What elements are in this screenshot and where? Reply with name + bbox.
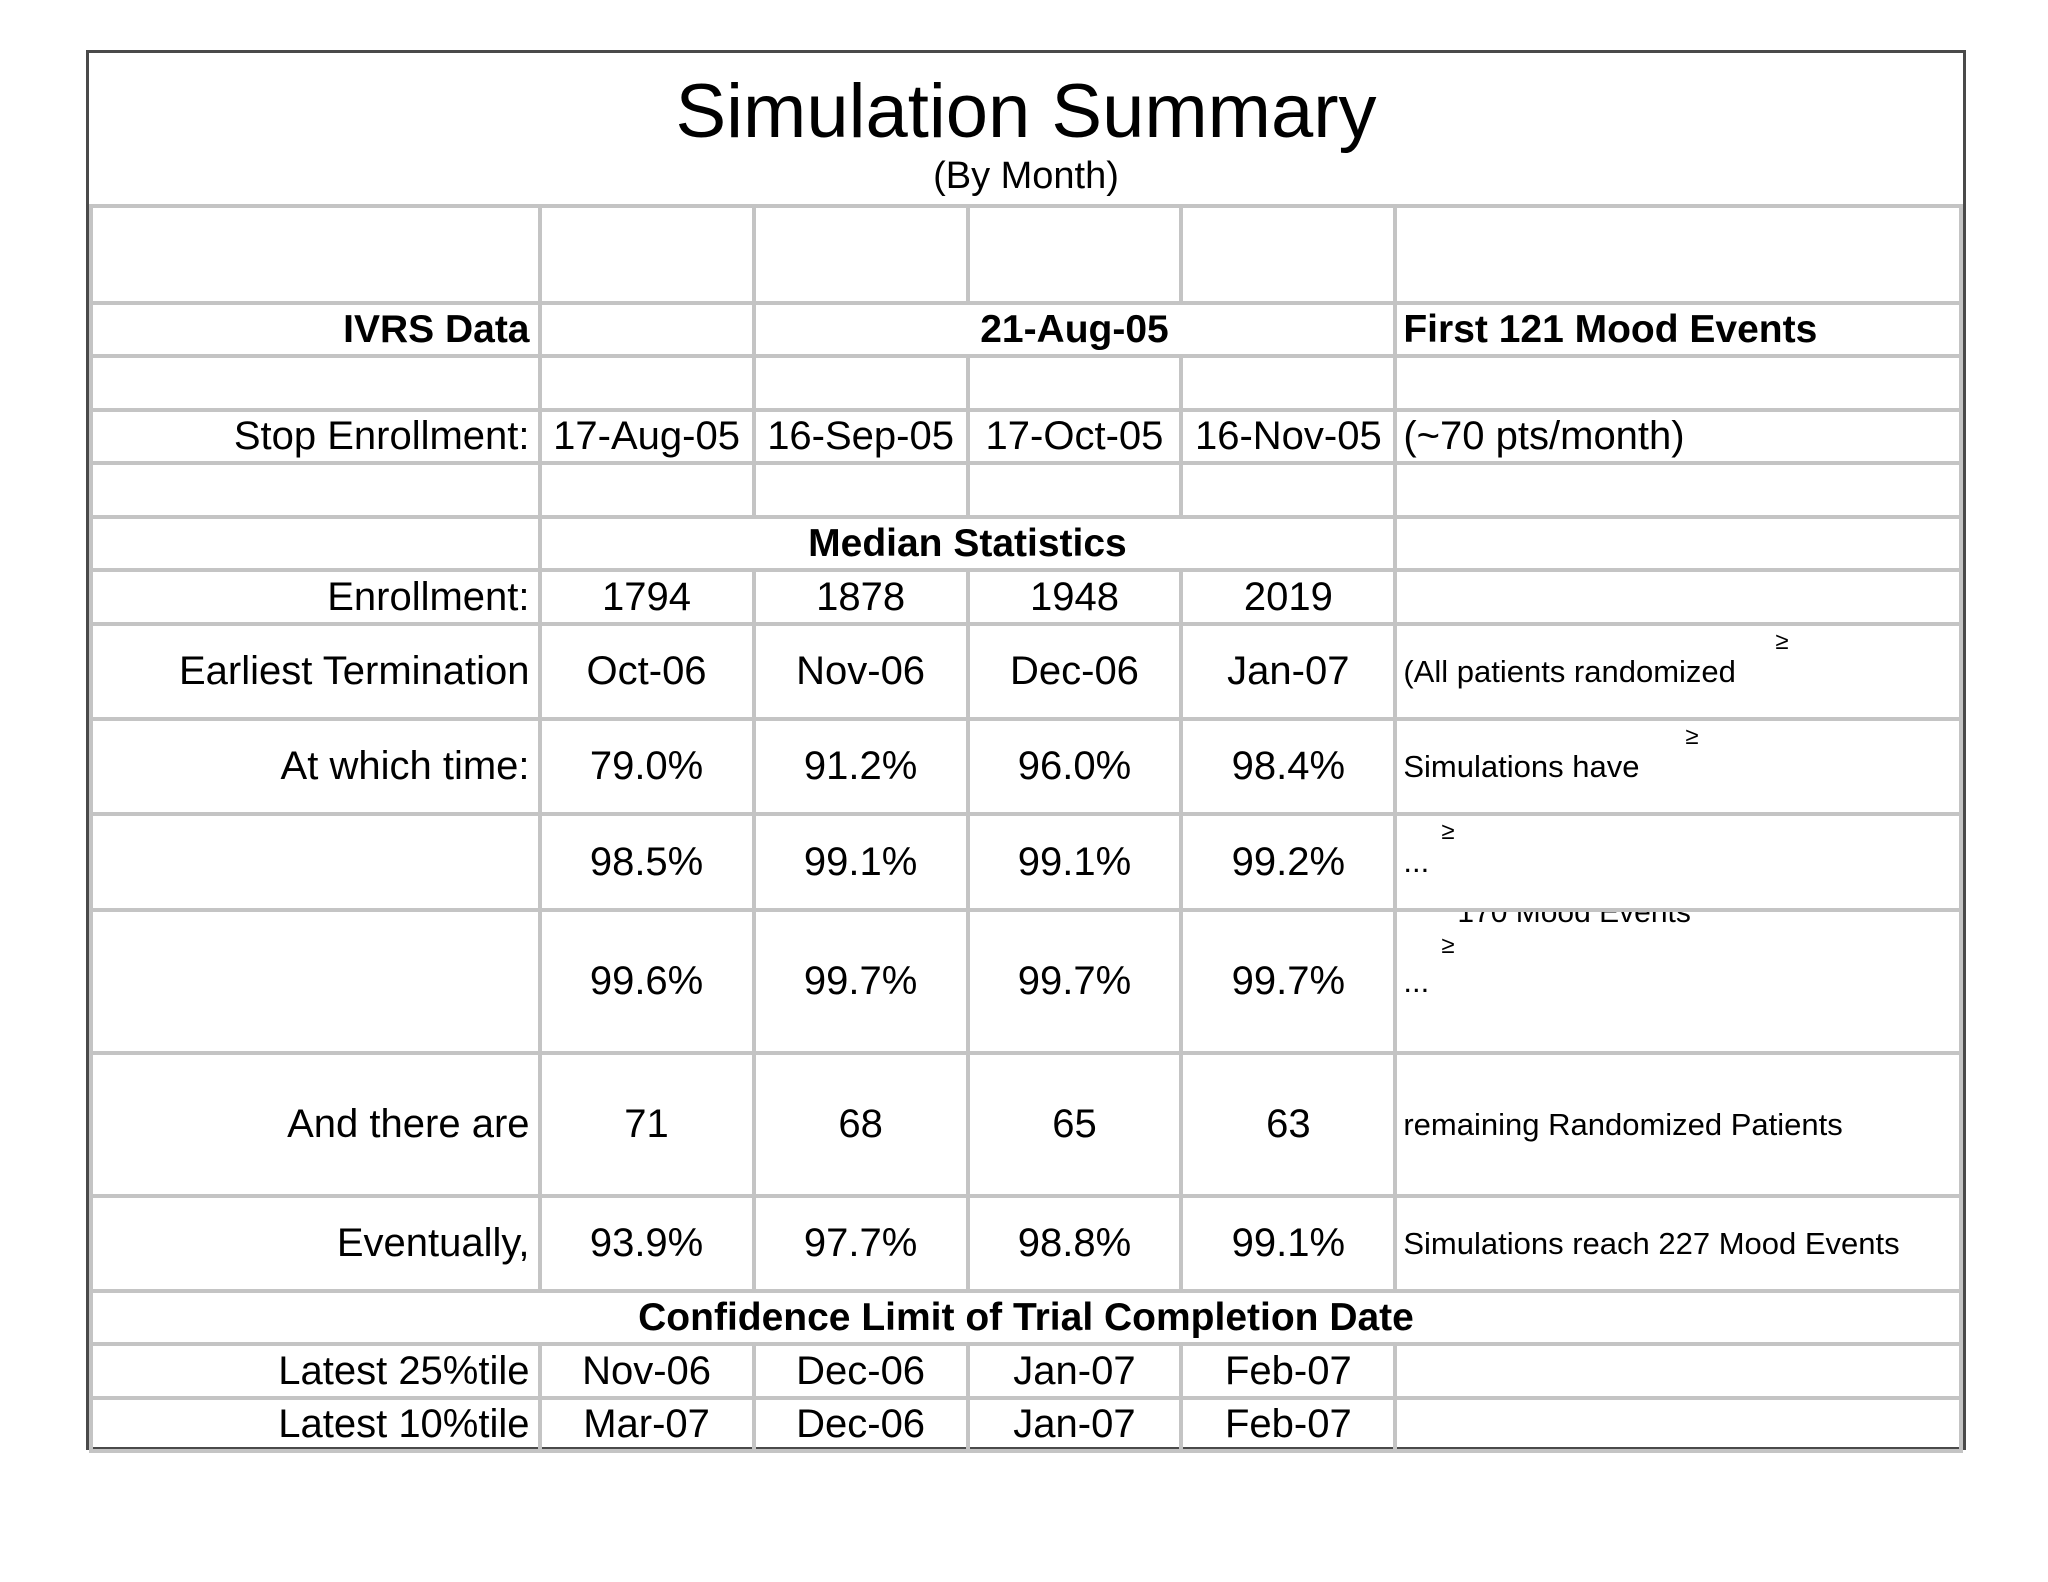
summary-sheet: Simulation Summary (By Month) IVRS Data …	[86, 50, 1966, 1453]
ivrs-label: IVRS Data	[89, 301, 542, 358]
row-note: ... ≥	[1393, 812, 1963, 912]
sheet-title: Simulation Summary	[675, 69, 1377, 154]
row-note: 170 Mood Events ≥ ...	[1393, 908, 1963, 1055]
row-note: (~70 pts/month)	[1393, 408, 1963, 465]
geq-symbol: ≥	[1685, 723, 1699, 750]
table-cell: Nov-06	[751, 622, 970, 721]
percentage-row: 98.5% 99.1% 99.1% 99.2% ... ≥	[89, 812, 1963, 912]
table-cell: 91.2%	[751, 717, 970, 816]
table-cell: 17-Oct-05	[965, 408, 1184, 465]
table-cell: Mar-07	[537, 1396, 756, 1453]
row-note: Simulations have ≥	[1393, 717, 1963, 816]
table-cell: 99.1%	[751, 812, 970, 912]
table-cell: 65	[965, 1051, 1184, 1198]
row-label: At which time:	[89, 717, 542, 816]
note-text: Simulations have	[1403, 748, 1640, 784]
median-heading-row: Median Statistics	[89, 515, 1963, 572]
remaining-row: And there are 71 68 65 63 remaining Rand…	[89, 1051, 1963, 1198]
row-label: And there are	[89, 1051, 542, 1198]
table-cell: Jan-07	[1179, 622, 1398, 721]
note-text: ...	[1403, 963, 1430, 999]
events-label: First 121 Mood Events	[1393, 301, 1963, 358]
table-cell: 99.1%	[1179, 1194, 1398, 1293]
table-cell: 79.0%	[537, 717, 756, 816]
confidence-heading-row: Confidence Limit of Trial Completion Dat…	[89, 1289, 1963, 1346]
table-cell: Dec-06	[751, 1342, 970, 1400]
confidence-heading: Confidence Limit of Trial Completion Dat…	[89, 1289, 1963, 1346]
table-cell: 16-Nov-05	[1179, 408, 1398, 465]
ivrs-header-row: IVRS Data 21-Aug-05 First 121 Mood Event…	[89, 301, 1963, 358]
table-cell: Nov-06	[537, 1342, 756, 1400]
geq-symbol: ≥	[1775, 628, 1789, 655]
table-cell: 16-Sep-05	[751, 408, 970, 465]
ivrs-date: 21-Aug-05	[751, 301, 1398, 358]
geq-symbol: ≥	[1441, 932, 1455, 959]
eventually-row: Eventually, 93.9% 97.7% 98.8% 99.1% Simu…	[89, 1194, 1963, 1293]
enrollment-row: Enrollment: 1794 1878 1948 2019	[89, 568, 1963, 626]
table-cell: Oct-06	[537, 622, 756, 721]
table-cell: Jan-07	[965, 1342, 1184, 1400]
note-text: (All patients randomized	[1403, 653, 1736, 689]
at-which-time-row: At which time: 79.0% 91.2% 96.0% 98.4% S…	[89, 717, 1963, 816]
table-cell: 99.1%	[965, 812, 1184, 912]
row-label: Earliest Termination	[89, 622, 542, 721]
table-cell: Dec-06	[965, 622, 1184, 721]
table-cell: 99.7%	[965, 908, 1184, 1055]
table-cell: 96.0%	[965, 717, 1184, 816]
table-cell: 93.9%	[537, 1194, 756, 1293]
table-cell: 2019	[1179, 568, 1398, 626]
table-cell: 63	[1179, 1051, 1398, 1198]
row-note: remaining Randomized Patients	[1393, 1051, 1963, 1198]
stop-enrollment-row: Stop Enrollment: 17-Aug-05 16-Sep-05 17-…	[89, 408, 1963, 465]
blank-row	[89, 204, 1963, 305]
earliest-termination-row: Earliest Termination Oct-06 Nov-06 Dec-0…	[89, 622, 1963, 721]
percentage-row: 99.6% 99.7% 99.7% 99.7% 170 Mood Events …	[89, 908, 1963, 1055]
table-cell: Feb-07	[1179, 1396, 1398, 1453]
geq-symbol: ≥	[1441, 818, 1455, 845]
row-label: Stop Enrollment:	[89, 408, 542, 465]
table-cell: 98.5%	[537, 812, 756, 912]
table-cell: 98.4%	[1179, 717, 1398, 816]
note-text: ...	[1403, 844, 1430, 879]
blank-row	[89, 354, 1963, 412]
latest25-row: Latest 25%tile Nov-06 Dec-06 Jan-07 Feb-…	[89, 1342, 1963, 1400]
row-note: (All patients randomized ≥	[1393, 622, 1963, 721]
row-label: Eventually,	[89, 1194, 542, 1293]
table-cell: Feb-07	[1179, 1342, 1398, 1400]
table-cell: Jan-07	[965, 1396, 1184, 1453]
title-block: Simulation Summary (By Month)	[89, 53, 1963, 204]
row-label: Enrollment:	[89, 568, 542, 626]
table-cell: 1794	[537, 568, 756, 626]
table-cell: 1948	[965, 568, 1184, 626]
clipped-note: 170 Mood Events	[1457, 910, 1691, 929]
table-cell: 99.7%	[1179, 908, 1398, 1055]
table-cell: 98.8%	[965, 1194, 1184, 1293]
table-cell: 68	[751, 1051, 970, 1198]
latest10-row: Latest 10%tile Mar-07 Dec-06 Jan-07 Feb-…	[89, 1396, 1963, 1453]
table-cell: Dec-06	[751, 1396, 970, 1453]
row-label: Latest 10%tile	[89, 1396, 542, 1453]
table-cell: 97.7%	[751, 1194, 970, 1293]
blank-row	[89, 461, 1963, 519]
table-cell: 99.7%	[751, 908, 970, 1055]
sheet-subtitle: (By Month)	[933, 155, 1119, 197]
table-cell: 17-Aug-05	[537, 408, 756, 465]
summary-table: IVRS Data 21-Aug-05 First 121 Mood Event…	[89, 204, 1963, 1453]
table-cell: 1878	[751, 568, 970, 626]
median-heading: Median Statistics	[537, 515, 1398, 572]
table-cell: 99.2%	[1179, 812, 1398, 912]
table-cell: 99.6%	[537, 908, 756, 1055]
row-label: Latest 25%tile	[89, 1342, 542, 1400]
row-note: Simulations reach 227 Mood Events	[1393, 1194, 1963, 1293]
table-cell: 71	[537, 1051, 756, 1198]
